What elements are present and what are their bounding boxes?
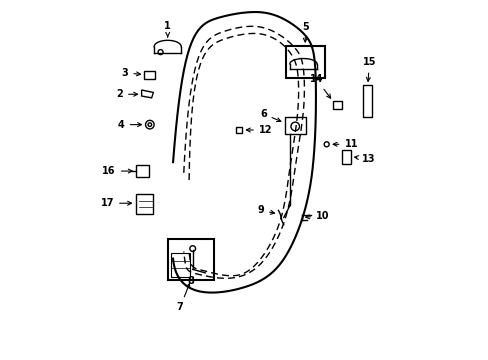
Text: 3: 3 xyxy=(122,68,140,78)
Bar xyxy=(363,85,371,117)
Text: 13: 13 xyxy=(354,154,375,163)
Bar xyxy=(332,102,341,109)
Text: 17: 17 xyxy=(101,198,131,208)
Text: 16: 16 xyxy=(102,166,132,176)
Bar xyxy=(285,46,324,78)
Bar xyxy=(170,253,190,277)
Bar xyxy=(136,165,148,177)
Bar xyxy=(135,194,152,214)
Bar xyxy=(284,117,305,134)
Text: 9: 9 xyxy=(257,205,274,215)
Bar xyxy=(341,150,350,164)
Text: 8: 8 xyxy=(187,276,194,287)
Text: 1: 1 xyxy=(164,21,171,37)
Text: 5: 5 xyxy=(301,22,308,42)
Text: 6: 6 xyxy=(259,109,280,122)
Text: 15: 15 xyxy=(362,58,375,81)
Bar xyxy=(235,127,242,133)
Text: 7: 7 xyxy=(177,284,189,312)
Text: 4: 4 xyxy=(118,120,141,130)
Text: 14: 14 xyxy=(309,74,330,98)
Bar xyxy=(144,71,155,78)
Text: 2: 2 xyxy=(116,89,137,99)
Text: 12: 12 xyxy=(246,125,272,135)
Bar xyxy=(167,239,214,280)
Text: 10: 10 xyxy=(305,211,329,221)
Text: 11: 11 xyxy=(332,139,357,149)
